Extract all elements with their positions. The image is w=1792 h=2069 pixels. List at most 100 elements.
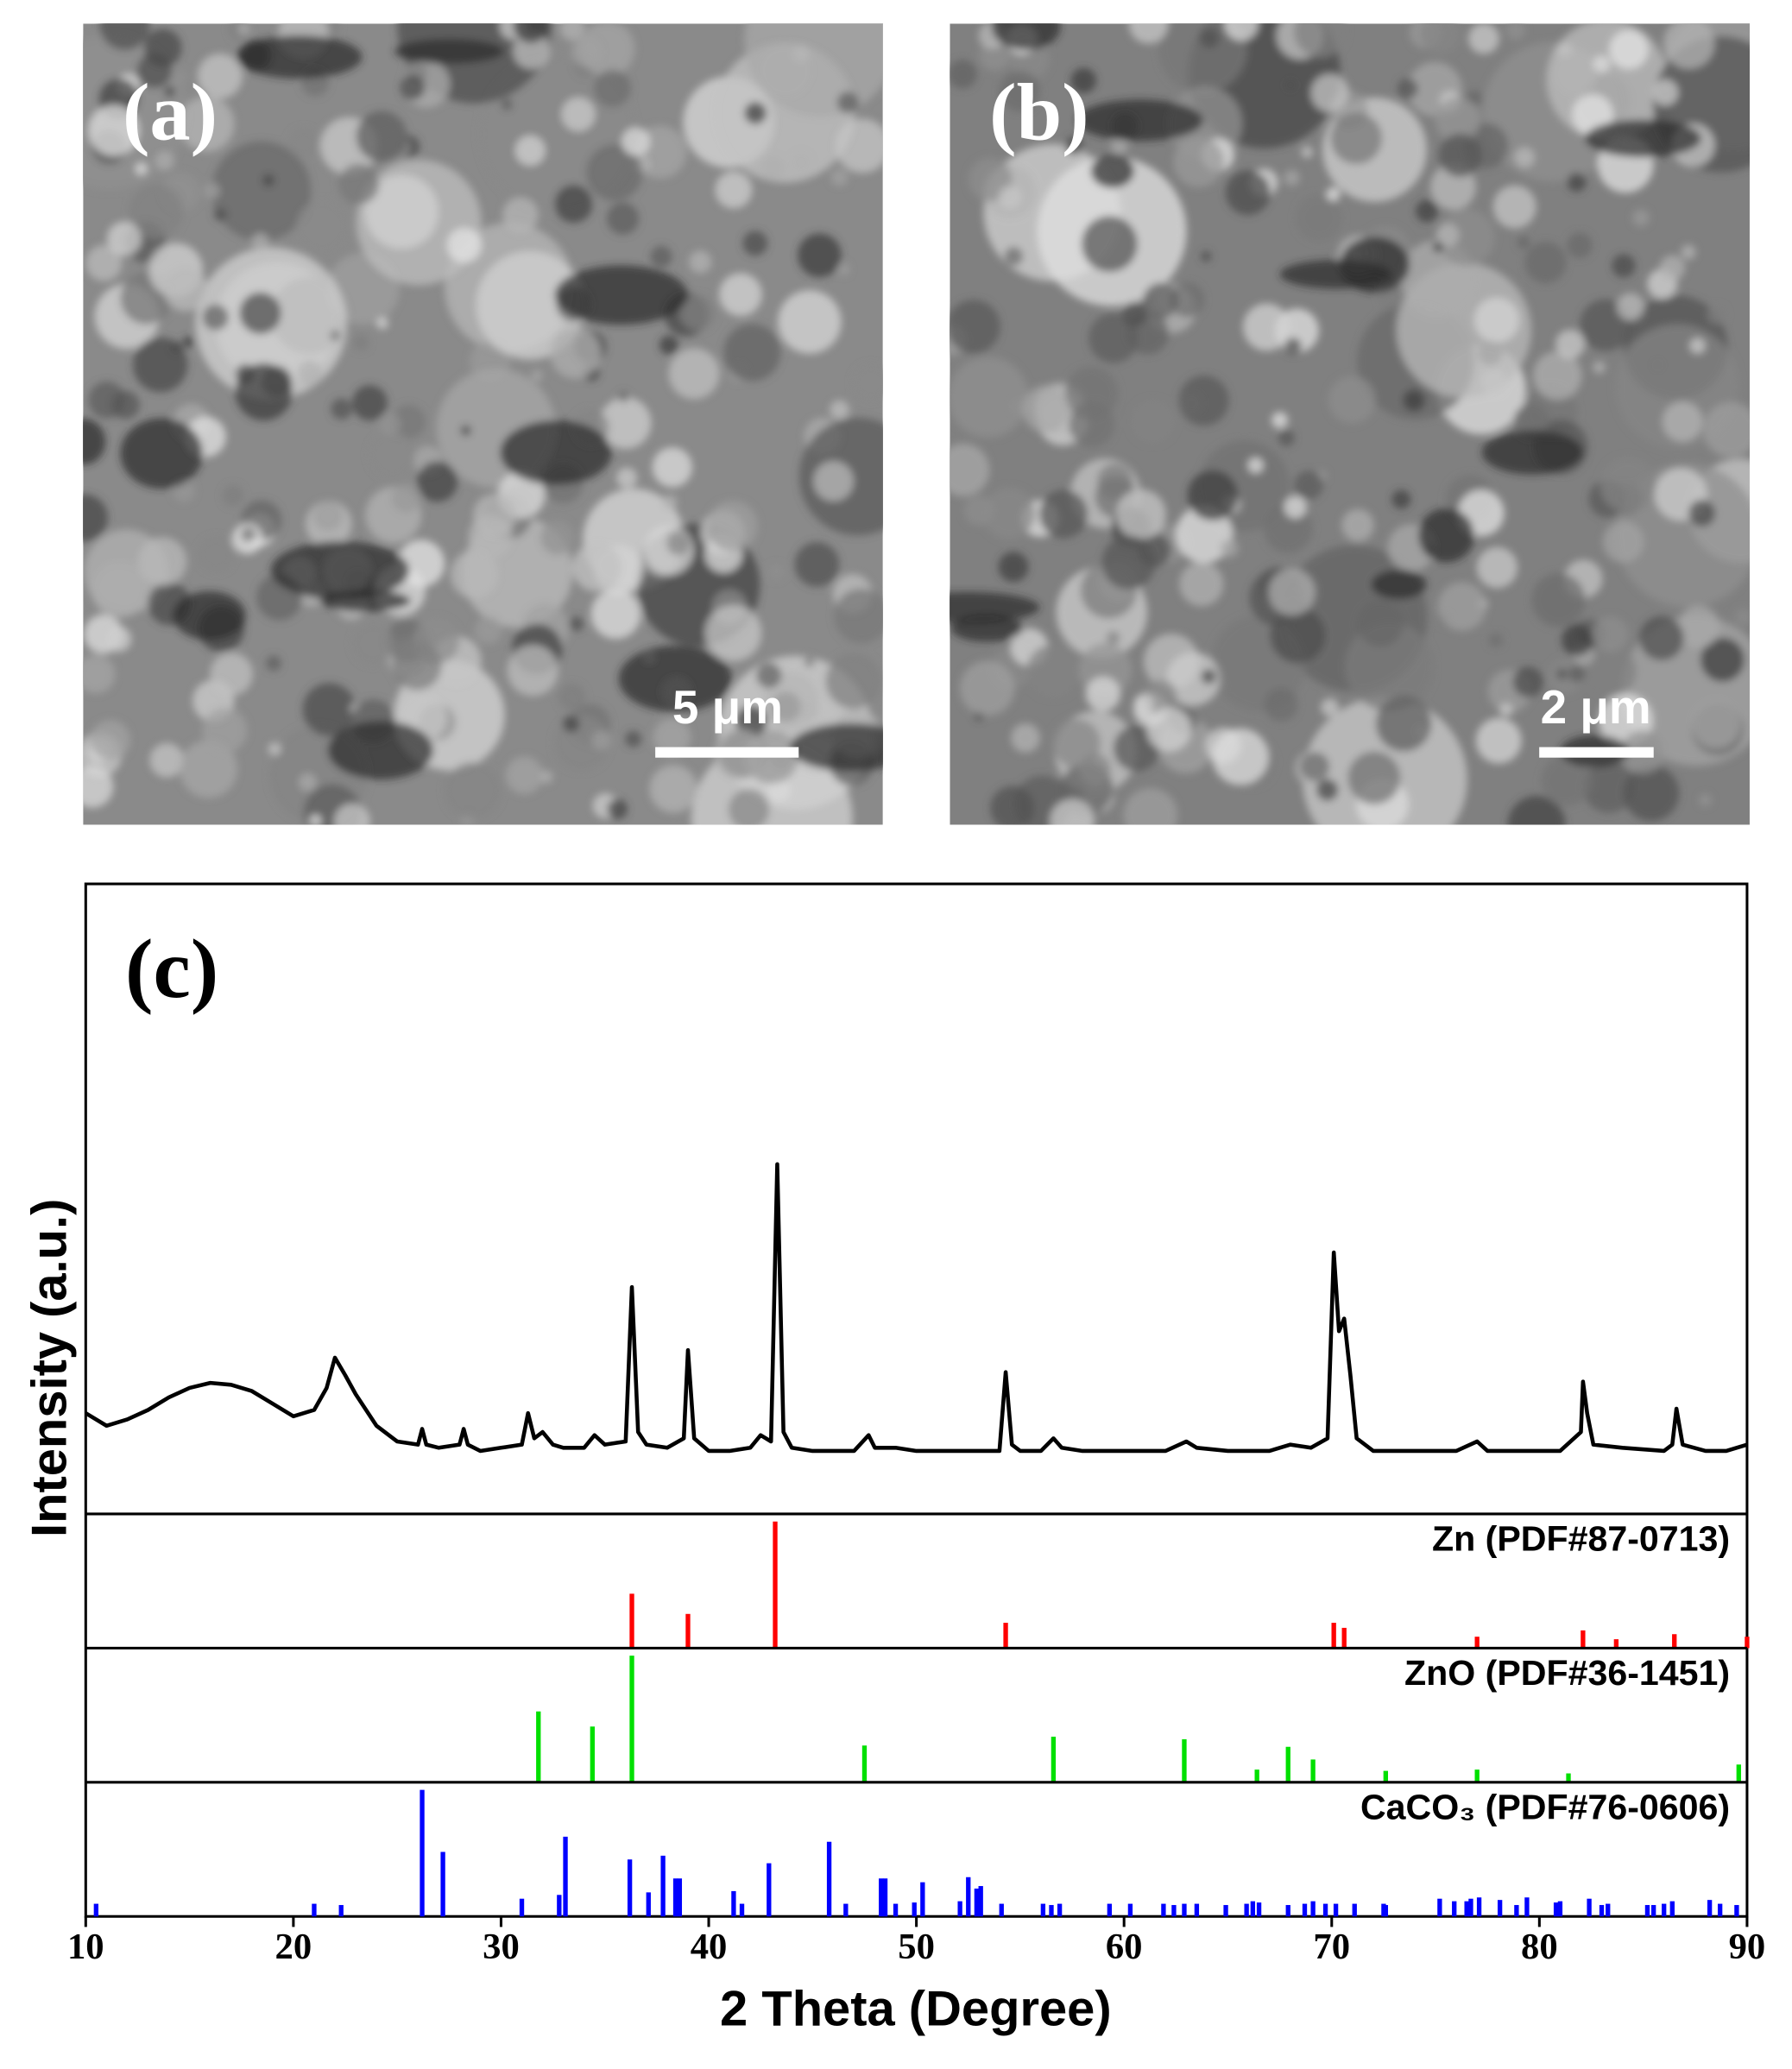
grain	[1632, 209, 1650, 227]
grain	[1264, 687, 1298, 722]
grain	[1583, 761, 1635, 813]
grain	[460, 425, 472, 437]
plot-frame	[84, 882, 1749, 1918]
grain	[531, 369, 543, 382]
grain	[982, 487, 1036, 539]
grain	[1085, 676, 1121, 712]
grain	[155, 151, 175, 171]
pore	[790, 722, 883, 772]
grain	[1123, 788, 1178, 825]
grain	[1517, 236, 1530, 249]
grain	[760, 155, 786, 180]
grain	[265, 655, 281, 672]
grain	[111, 390, 140, 419]
grain	[830, 400, 849, 420]
grain	[599, 397, 652, 449]
grain	[1677, 605, 1720, 649]
grain	[1612, 254, 1636, 278]
grain	[1524, 242, 1567, 284]
pore	[1090, 154, 1135, 188]
grain	[1158, 23, 1247, 93]
grain	[791, 152, 812, 173]
grain	[1271, 412, 1289, 429]
grain	[571, 36, 603, 67]
grain	[1178, 375, 1229, 426]
grain	[1128, 23, 1169, 44]
grain	[356, 110, 407, 162]
grain	[202, 304, 229, 331]
grain	[1268, 568, 1316, 616]
grain	[1165, 652, 1221, 706]
pore	[1371, 570, 1427, 600]
grain	[622, 127, 651, 156]
grain	[1473, 297, 1520, 344]
grain	[591, 730, 611, 750]
grain	[302, 683, 357, 736]
grain	[735, 705, 767, 737]
grain	[211, 141, 312, 242]
grain	[210, 653, 253, 696]
grain	[1330, 112, 1383, 165]
grain	[213, 208, 227, 221]
grain	[298, 773, 317, 792]
grain	[1121, 301, 1147, 327]
grain	[83, 494, 108, 542]
grain	[1022, 385, 1070, 433]
xrd-chart: (c) 2 Theta (Degree) Intensity (a.u.) 10…	[22, 882, 1766, 2037]
grain	[606, 202, 640, 235]
grain	[1284, 169, 1300, 186]
x-tick-label: 90	[1729, 1927, 1766, 1967]
pore	[618, 645, 732, 712]
pore	[950, 591, 1040, 623]
pore	[394, 39, 504, 64]
grain	[1101, 535, 1156, 590]
pore	[1481, 430, 1583, 475]
grain	[607, 798, 628, 820]
grain	[804, 656, 816, 668]
grain	[650, 245, 672, 268]
grain	[1294, 470, 1323, 500]
grain	[1247, 457, 1264, 474]
grain	[1278, 429, 1295, 446]
grain	[1553, 52, 1598, 96]
grain	[569, 616, 584, 632]
x-tick-label: 50	[898, 1927, 935, 1967]
grain	[550, 327, 602, 379]
pore	[991, 23, 1061, 51]
grain	[706, 500, 758, 552]
grain	[666, 532, 691, 556]
grain	[329, 330, 341, 342]
grain	[1512, 666, 1544, 697]
pore	[1418, 508, 1474, 563]
y-axis-label: Intensity (a.u.)	[22, 1199, 77, 1537]
grain	[1341, 508, 1374, 542]
grain	[744, 102, 767, 124]
grain	[1310, 73, 1349, 112]
grain	[513, 32, 550, 69]
grain	[1567, 232, 1593, 259]
grain	[1220, 539, 1239, 558]
grain	[1703, 401, 1750, 458]
x-tick-label: 70	[1313, 1927, 1350, 1967]
grain	[837, 263, 850, 275]
grain	[1639, 615, 1684, 661]
grain	[163, 267, 208, 312]
grain	[1475, 717, 1522, 764]
grain	[798, 233, 842, 278]
grain	[99, 23, 150, 50]
grain	[137, 537, 187, 586]
panel-label: (c)	[125, 923, 218, 1016]
grain	[625, 730, 642, 747]
grain	[1200, 250, 1212, 262]
grain	[239, 292, 281, 334]
grain	[1432, 241, 1444, 253]
x-tick-label: 20	[275, 1927, 312, 1967]
pore	[1076, 99, 1203, 142]
grain	[559, 23, 585, 41]
grain	[514, 135, 546, 166]
grain	[998, 552, 1029, 583]
grain	[1707, 305, 1726, 325]
grain	[202, 708, 248, 754]
grain	[1478, 340, 1503, 366]
